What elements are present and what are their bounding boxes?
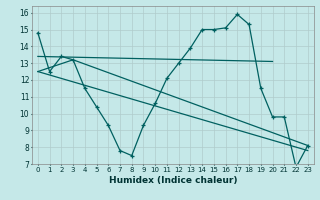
X-axis label: Humidex (Indice chaleur): Humidex (Indice chaleur)	[108, 176, 237, 185]
